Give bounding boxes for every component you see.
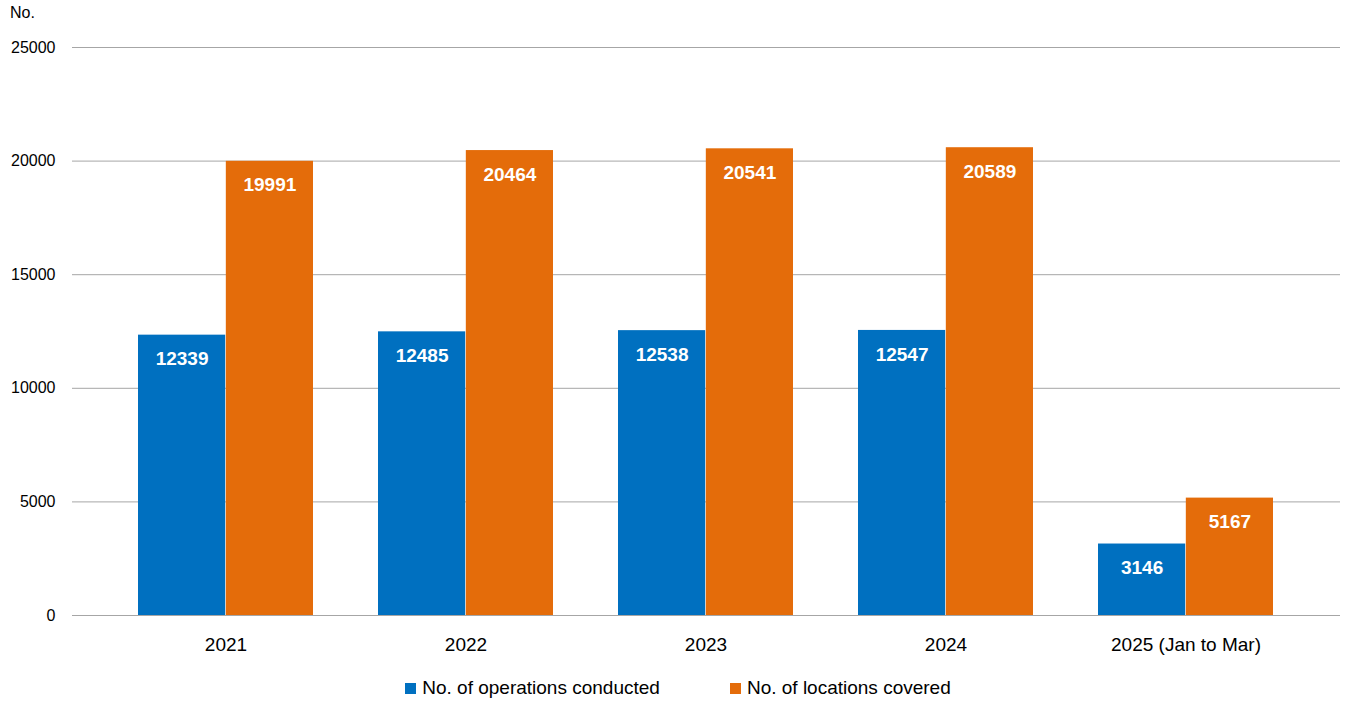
svg-text:19991: 19991	[243, 174, 296, 195]
html-text:No. of operations conducted: No. of operations conducted	[422, 677, 660, 698]
svg-text:2022: 2022	[445, 634, 487, 655]
svg-text:5000: 5000	[20, 493, 56, 510]
html-text:No. of locations covered: No. of locations covered	[746, 677, 951, 698]
svg-text:2021: 2021	[205, 634, 247, 655]
svg-text:2023: 2023	[685, 634, 727, 655]
svg-text:20464: 20464	[483, 164, 536, 185]
svg-text:12547: 12547	[876, 344, 929, 365]
svg-text:0: 0	[47, 607, 56, 624]
svg-text:20000: 20000	[11, 152, 56, 169]
svg-text:12538: 12538	[636, 344, 689, 365]
svg-text:20541: 20541	[723, 162, 776, 183]
svg-text:5167: 5167	[1209, 511, 1251, 532]
svg-text:20589: 20589	[963, 161, 1016, 182]
svg-text:12339: 12339	[156, 348, 209, 369]
svg-text:3146: 3146	[1121, 557, 1163, 578]
svg-text:10000: 10000	[11, 379, 56, 396]
svg-text:2024: 2024	[925, 634, 968, 655]
svg-text:25000: 25000	[11, 39, 56, 56]
svg-text:15000: 15000	[11, 266, 56, 283]
svg-text:12485: 12485	[396, 345, 449, 366]
html-text:No.: No.	[10, 4, 35, 21]
svg-text:2025 (Jan to Mar): 2025 (Jan to Mar)	[1111, 634, 1261, 655]
